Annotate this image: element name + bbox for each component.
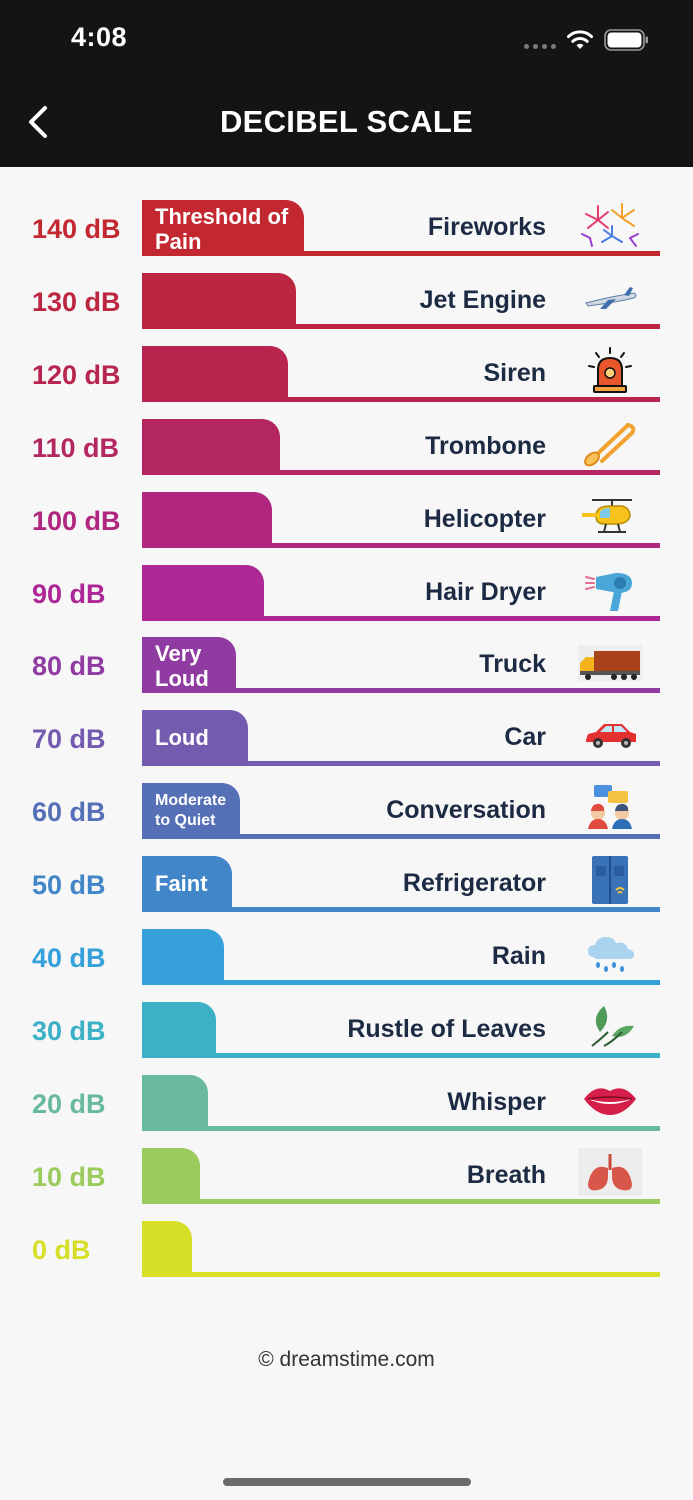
level-row: 10 dB Breath: [0, 1147, 693, 1204]
db-value: 120 dB: [32, 359, 121, 390]
level-row: 70 dB Loud Car: [0, 710, 693, 767]
db-value: 60 dB: [32, 797, 106, 828]
level-tab: Moderate to Quiet: [142, 783, 240, 840]
db-value: 50 dB: [32, 870, 106, 901]
level-row: 50 dB Faint Refrigerator: [0, 856, 693, 913]
level-tab: [142, 564, 264, 621]
level-tab: [142, 491, 272, 548]
db-value: 90 dB: [32, 578, 106, 609]
level-tab: Threshold of Pain: [142, 200, 304, 256]
rain-cloud-icon: [578, 929, 642, 977]
lungs-icon: [570, 1147, 650, 1196]
db-value: 30 dB: [32, 1015, 106, 1046]
db-value: 140 dB: [32, 214, 121, 244]
level-tab: Very Loud: [142, 637, 236, 694]
level-row: 40 dB Rain: [0, 929, 693, 985]
image-credit: © dreamstime.com: [258, 1348, 435, 1371]
chevron-left-icon: [29, 106, 47, 138]
db-value: 110 dB: [32, 432, 120, 463]
level-row: 30 dB Rustle of Leaves: [0, 1001, 693, 1058]
refrigerator-icon: [578, 856, 642, 905]
level-baseline: [142, 1271, 660, 1277]
level-row: 60 dB Moderate to Quiet Conversation: [0, 783, 693, 840]
level-row: 20 dB Whisper: [0, 1074, 693, 1131]
level-row: 140 dB Threshold of Pain Fireworks: [0, 200, 693, 256]
level-baseline: [142, 251, 660, 256]
page-title: DECIBEL SCALE: [219, 104, 474, 139]
db-value: 20 dB: [32, 1088, 106, 1119]
level-baseline: [142, 834, 660, 840]
sound-source-label: Breath: [466, 1160, 546, 1189]
jet-engine-icon: [578, 273, 642, 321]
level-tab: Loud: [142, 710, 248, 767]
sound-source-label: Helicopter: [423, 504, 546, 533]
level-row: 100 dB Helicopter: [0, 491, 693, 548]
sound-source-label: Siren: [483, 358, 546, 387]
sound-source-label: Hair Dryer: [425, 577, 546, 606]
car-icon: [578, 710, 642, 758]
level-baseline: [142, 469, 660, 475]
lips-icon: [578, 1075, 642, 1123]
status-time: 4:08: [71, 22, 128, 52]
home-indicator[interactable]: [223, 1478, 471, 1486]
level-baseline: [142, 980, 660, 985]
fireworks-icon: [578, 200, 642, 248]
level-row: 0 dB: [0, 1220, 693, 1277]
level-tab: [142, 272, 296, 329]
level-row: 90 dB Hair Dryer: [0, 564, 693, 621]
level-baseline: [142, 1198, 660, 1204]
level-baseline: [142, 1125, 660, 1131]
db-value: 70 dB: [32, 724, 106, 755]
helicopter-icon: [578, 492, 642, 540]
level-tab: [142, 1147, 200, 1204]
level-baseline: [142, 688, 660, 694]
level-baseline: [142, 1052, 660, 1058]
level-tab: [142, 418, 280, 475]
sound-source-label: Conversation: [386, 796, 546, 825]
sound-source-label: Rain: [491, 942, 546, 970]
sound-source-label: Car: [504, 723, 546, 752]
battery-icon: [604, 29, 648, 51]
sound-source-label: Jet Engine: [419, 285, 546, 314]
back-button[interactable]: [20, 100, 56, 144]
truck-icon: [578, 637, 642, 685]
sound-source-label: Trombone: [425, 431, 546, 460]
level-tab: [142, 929, 224, 985]
level-tab: [142, 1074, 208, 1131]
level-tab: [142, 1001, 216, 1058]
db-value: 100 dB: [32, 505, 121, 536]
db-value: 10 dB: [32, 1161, 106, 1192]
db-value: 80 dB: [32, 651, 106, 682]
sound-source-label: Rustle of Leaves: [347, 1014, 546, 1043]
app-header: 4:08 DECIBEL SCALE: [0, 0, 693, 167]
level-tab: [142, 345, 288, 402]
level-tab: [142, 1220, 192, 1277]
cellular-signal-icon: [524, 44, 558, 50]
level-baseline: [142, 323, 660, 329]
sound-source-label: Truck: [479, 650, 546, 679]
level-baseline: [142, 615, 660, 621]
level-baseline: [142, 542, 660, 548]
level-tab: Faint: [142, 856, 232, 913]
db-value: 0 dB: [32, 1234, 91, 1265]
level-row: 130 dB Jet Engine: [0, 272, 693, 329]
sound-source-label: Refrigerator: [402, 869, 546, 898]
db-value: 40 dB: [32, 943, 106, 973]
level-baseline: [142, 907, 660, 913]
leaves-icon: [578, 1002, 642, 1050]
level-baseline: [142, 396, 660, 402]
level-baseline: [142, 761, 660, 767]
db-value: 130 dB: [32, 286, 121, 317]
level-row: 120 dB Siren: [0, 345, 693, 402]
conversation-icon: [578, 783, 642, 831]
siren-icon: [578, 346, 642, 394]
trombone-icon: [578, 419, 642, 467]
level-row: 110 dB Trombone: [0, 418, 693, 475]
wifi-icon: [567, 30, 593, 49]
hair-dryer-icon: [578, 565, 642, 613]
sound-source-label: Fireworks: [427, 213, 546, 241]
level-row: 80 dB Very Loud Truck: [0, 637, 693, 694]
sound-source-label: Whisper: [447, 1087, 546, 1116]
